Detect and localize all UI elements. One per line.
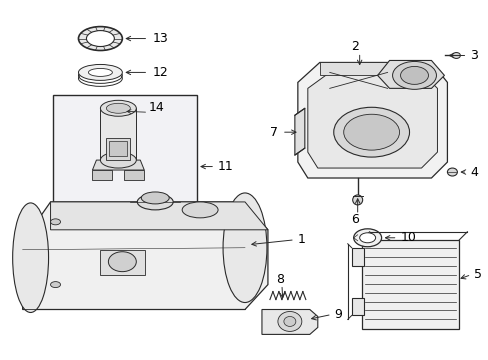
Ellipse shape: [100, 152, 136, 168]
Ellipse shape: [78, 27, 122, 50]
Polygon shape: [294, 108, 304, 155]
Polygon shape: [377, 60, 444, 88]
Text: 3: 3: [469, 49, 477, 62]
Bar: [109, 141, 127, 156]
Ellipse shape: [86, 31, 114, 46]
Ellipse shape: [137, 194, 173, 210]
Ellipse shape: [106, 103, 130, 113]
Ellipse shape: [50, 219, 61, 225]
Ellipse shape: [353, 229, 381, 247]
Polygon shape: [297, 62, 447, 178]
Ellipse shape: [447, 168, 456, 176]
Text: 4: 4: [469, 166, 477, 179]
Text: 6: 6: [350, 213, 358, 226]
Text: 13: 13: [152, 32, 168, 45]
Ellipse shape: [223, 193, 266, 302]
Bar: [92, 170, 112, 180]
Ellipse shape: [343, 114, 399, 150]
Polygon shape: [100, 108, 136, 160]
Polygon shape: [22, 202, 267, 310]
Ellipse shape: [352, 195, 362, 205]
Ellipse shape: [451, 53, 459, 58]
Text: 14: 14: [148, 101, 163, 114]
Ellipse shape: [141, 192, 169, 204]
Ellipse shape: [108, 252, 136, 272]
Polygon shape: [319, 62, 430, 75]
Polygon shape: [50, 202, 267, 230]
Ellipse shape: [284, 316, 295, 327]
Ellipse shape: [400, 67, 427, 84]
Ellipse shape: [88, 68, 112, 76]
Ellipse shape: [50, 282, 61, 288]
Polygon shape: [100, 250, 145, 275]
Text: 12: 12: [152, 66, 168, 79]
Bar: [106, 138, 130, 160]
Text: 10: 10: [400, 231, 416, 244]
Ellipse shape: [182, 202, 218, 218]
Polygon shape: [92, 160, 144, 170]
Bar: [351, 248, 363, 266]
Bar: [351, 298, 363, 315]
Text: 9: 9: [334, 308, 342, 321]
Polygon shape: [307, 72, 437, 168]
Text: 8: 8: [275, 273, 284, 286]
Text: 11: 11: [218, 160, 233, 173]
Text: 7: 7: [269, 126, 277, 139]
Text: 2: 2: [350, 40, 358, 53]
Ellipse shape: [78, 64, 122, 80]
Ellipse shape: [333, 107, 408, 157]
Ellipse shape: [359, 233, 375, 243]
Text: 1: 1: [297, 233, 305, 246]
Ellipse shape: [277, 311, 301, 332]
Polygon shape: [361, 240, 458, 329]
Text: 5: 5: [473, 268, 481, 281]
Ellipse shape: [13, 203, 48, 312]
Ellipse shape: [392, 62, 436, 89]
Bar: [124, 170, 144, 180]
Bar: [52, 95, 197, 225]
Polygon shape: [262, 310, 317, 334]
Ellipse shape: [100, 100, 136, 116]
